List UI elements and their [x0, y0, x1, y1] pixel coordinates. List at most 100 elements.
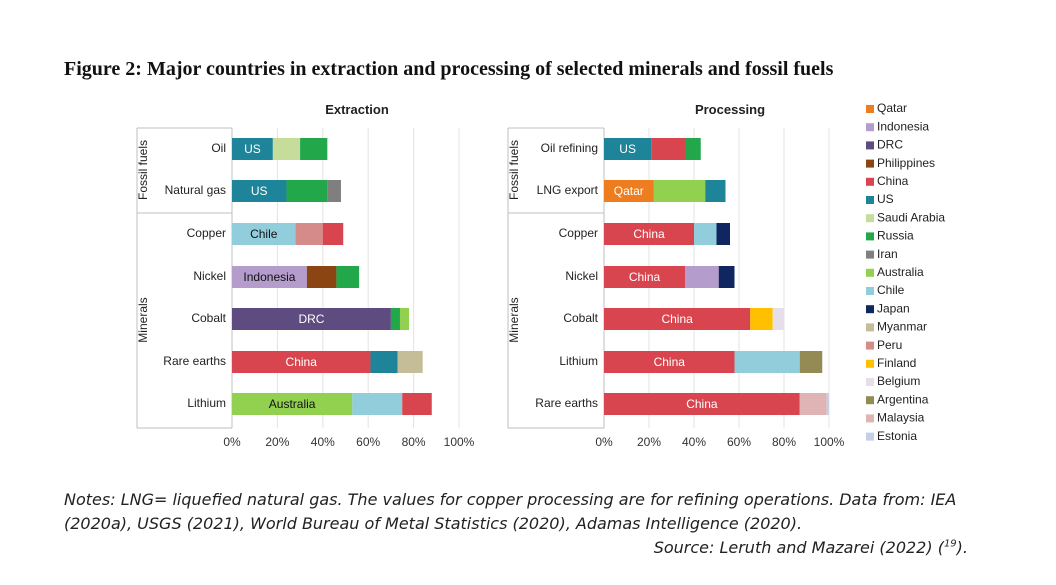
category-label: Nickel: [565, 269, 598, 283]
legend-item-drc: DRC: [866, 138, 903, 152]
bar-lithium: Lithium China: [559, 351, 823, 373]
data-label: DRC: [298, 312, 324, 326]
legend-item-qatar: Qatar: [866, 101, 907, 115]
legend-item-us: US: [866, 192, 894, 206]
bar-segment-philippines: [306, 266, 337, 288]
bar-segment-chile: [232, 223, 296, 245]
bar-segment-us: [232, 138, 273, 160]
legend-label: Belgium: [877, 374, 920, 388]
x-tick-label: 80%: [772, 435, 796, 449]
x-tick-label: 60%: [356, 435, 380, 449]
legend-item-estonia: Estonia: [866, 429, 917, 443]
legend-swatch: [866, 214, 874, 223]
legend-label: Saudi Arabia: [877, 210, 945, 224]
bar-segment-us: [604, 138, 652, 160]
legend-item-australia: Australia: [866, 265, 924, 279]
legend-item-chile: Chile: [866, 283, 905, 297]
group-label-fossil-fuels: Fossil fuels: [507, 140, 521, 200]
bar-segment-chile: [694, 223, 717, 245]
legend-item-myanmar: Myanmar: [866, 320, 927, 334]
legend-label: Philippines: [877, 156, 935, 170]
data-label: China: [661, 312, 693, 326]
bar-lng-export: LNG export Qatar: [537, 180, 726, 202]
legend-label: Malaysia: [877, 411, 925, 425]
data-label: Chile: [250, 227, 278, 241]
legend-item-philippines: Philippines: [866, 156, 935, 170]
legend-swatch: [866, 323, 874, 332]
bar-segment-belgium: [772, 308, 784, 330]
source-reference: 19: [943, 538, 957, 550]
bar-segment-us: [705, 180, 726, 202]
legend-item-argentina: Argentina: [866, 392, 929, 406]
legend-label: Estonia: [877, 429, 917, 443]
legend-swatch: [866, 250, 874, 259]
bar-rare-earths: Rare earths China: [163, 351, 423, 373]
data-label: China: [654, 355, 686, 369]
bar-segment-chile: [352, 393, 403, 415]
x-tick-label: 40%: [311, 435, 335, 449]
bar-segment-myanmar: [397, 351, 423, 373]
bar-segment-qatar: [604, 180, 654, 202]
legend-label: Iran: [877, 247, 898, 261]
group-label-minerals: Minerals: [507, 297, 521, 342]
bar-segment-us: [232, 180, 287, 202]
bar-segment-malaysia: [799, 393, 827, 415]
data-label: Qatar: [614, 184, 644, 198]
legend-swatch: [866, 432, 874, 441]
legend-swatch: [866, 105, 874, 113]
legend-label: Peru: [877, 338, 902, 352]
category-label: LNG export: [537, 183, 599, 197]
legend-label: China: [877, 174, 909, 188]
legend-label: Indonesia: [877, 119, 929, 133]
bar-segment-russia: [300, 138, 328, 160]
bar-segment-china: [604, 266, 685, 288]
category-label: Copper: [187, 226, 226, 240]
legend-item-belgium: Belgium: [866, 374, 920, 388]
chart-panel-processing: Processing 0% 20% 40% 60% 80% 100% Fossil fuels…: [507, 102, 844, 449]
chart-panel-extraction: Extraction 0% 20% 40% 60% 80% 100% Fossil fuels…: [136, 102, 474, 449]
chart-title: Extraction: [325, 102, 389, 117]
bar-segment-finland: [750, 308, 773, 330]
figure-title: Figure 2: Major countries in extraction …: [64, 58, 834, 80]
bar-cobalt: Cobalt China: [563, 308, 784, 330]
legend-swatch: [866, 378, 874, 386]
bar-cobalt: Cobalt DRC: [191, 308, 410, 330]
legend-item-finland: Finland: [866, 356, 916, 370]
category-label: Natural gas: [165, 183, 226, 197]
category-label: Lithium: [559, 354, 598, 368]
legend-swatch: [866, 305, 874, 314]
legend-label: Russia: [877, 229, 914, 243]
legend-label: Japan: [877, 301, 910, 315]
legend-swatch: [866, 177, 874, 186]
legend-swatch: [866, 268, 874, 277]
legend-swatch: [866, 196, 874, 204]
data-label: China: [633, 227, 665, 241]
bar-segment-indonesia: [685, 266, 719, 288]
bar-segment-indonesia: [232, 266, 307, 288]
legend-item-russia: Russia: [866, 229, 914, 243]
bar-segment-china: [651, 138, 685, 160]
legend-item-malaysia: Malaysia: [866, 411, 925, 425]
legend-swatch: [866, 359, 874, 368]
x-tick-label: 60%: [727, 435, 751, 449]
bar-nickel: Nickel Indonesia: [193, 266, 360, 288]
bar-segment-china: [232, 351, 371, 373]
category-label: Cobalt: [563, 311, 598, 325]
chart-legend: Qatar Indonesia DRC Philippines China US Saudi…: [866, 101, 945, 443]
bar-segment-saudi-arabia: [272, 138, 301, 160]
bar-segment-russia: [685, 138, 701, 160]
data-label: China: [686, 397, 718, 411]
bar-oil: Oil US: [211, 138, 328, 160]
bar-segment-australia: [399, 308, 410, 330]
chart-title: Processing: [695, 102, 765, 117]
bar-segment-estonia: [826, 393, 829, 415]
bar-segment-china: [604, 393, 800, 415]
category-label: Rare earths: [535, 396, 598, 410]
data-label: US: [244, 142, 261, 156]
x-tick-label: 40%: [682, 435, 706, 449]
data-label: China: [286, 355, 318, 369]
category-label: Nickel: [193, 269, 226, 283]
x-tick-label: 0%: [595, 435, 613, 449]
legend-swatch: [866, 396, 874, 405]
legend-item-saudi-arabia: Saudi Arabia: [866, 210, 945, 224]
